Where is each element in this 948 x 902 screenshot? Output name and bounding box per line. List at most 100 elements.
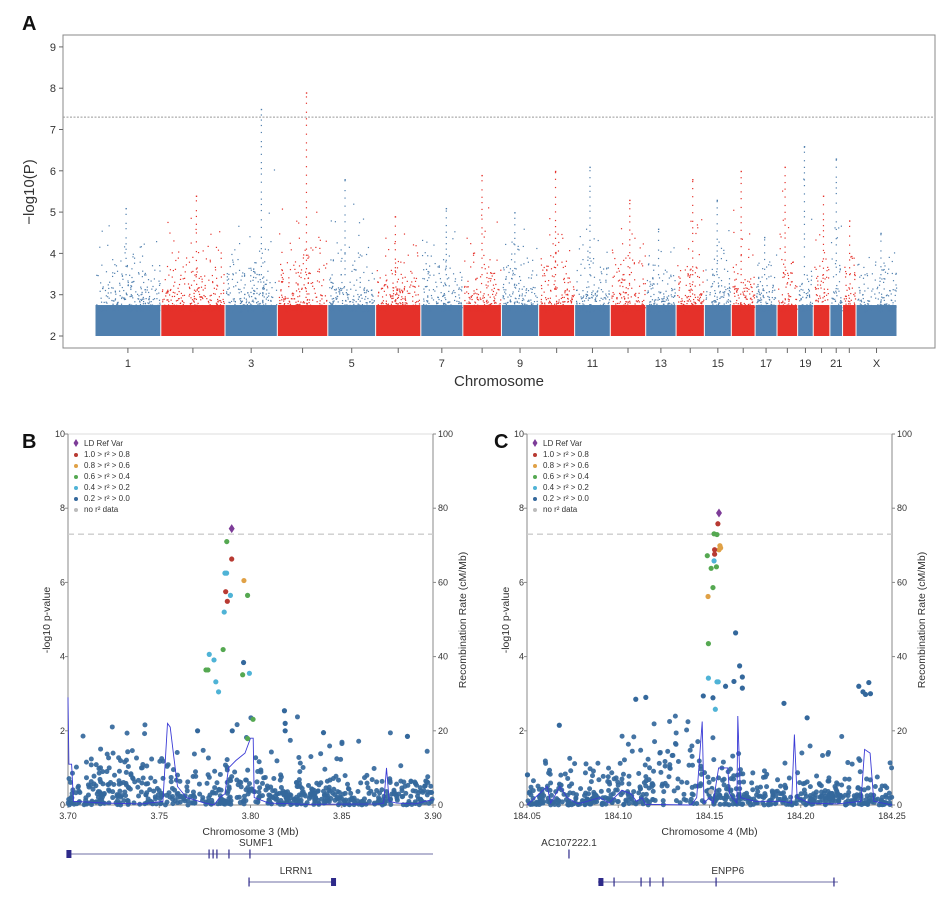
snp-point: [833, 292, 836, 294]
snp-point: [599, 279, 601, 281]
snp-point: [180, 308, 182, 310]
snp-point: [121, 780, 127, 786]
snp-point: [698, 300, 701, 302]
snp-point: [794, 285, 797, 287]
snp-point: [886, 303, 888, 305]
snp-point: [835, 192, 837, 195]
snp-point: [145, 781, 151, 787]
chromosome-7: [421, 207, 463, 336]
snp-point: [445, 224, 447, 227]
snp-point: [553, 283, 555, 286]
snp-point: [588, 297, 590, 299]
snp-point: [309, 272, 311, 275]
snp-point: [278, 296, 281, 299]
snp-point: [348, 790, 354, 796]
snp-point: [218, 787, 224, 793]
snp-point: [665, 299, 667, 301]
snp-point: [270, 300, 272, 302]
snp-point: [859, 300, 861, 302]
snp-point: [835, 244, 837, 246]
x-tick-label: 13: [655, 358, 667, 370]
snp-point: [685, 308, 687, 310]
snp-point: [395, 299, 397, 301]
snp-point: [663, 297, 665, 300]
snp-point: [159, 270, 161, 272]
exon: [216, 849, 218, 859]
chromosome-14: [676, 179, 705, 336]
snp-point: [354, 260, 356, 262]
snp-point: [192, 256, 194, 258]
snp-point: [289, 268, 292, 271]
snp-point: [173, 295, 176, 298]
snp-point: [342, 292, 344, 294]
snp-point: [444, 297, 446, 299]
chromosome-19: [798, 146, 814, 336]
snp-point: [839, 269, 841, 271]
snp-point: [556, 781, 562, 787]
snp-point: [305, 271, 307, 273]
legend-dot-icon: [74, 486, 78, 490]
snp-point: [532, 270, 534, 272]
snp-point: [615, 308, 617, 310]
snp-point: [431, 305, 433, 307]
snp-point: [231, 253, 233, 256]
snp-point: [627, 307, 629, 309]
snp-point: [791, 304, 793, 306]
snp-point: [788, 294, 790, 297]
snp-point: [224, 757, 230, 763]
snp-point: [320, 311, 322, 313]
snp-point: [425, 774, 431, 780]
snp-point: [394, 294, 397, 296]
snp-point: [241, 793, 247, 799]
snp-point: [815, 268, 817, 270]
snp-point: [664, 269, 666, 271]
snp-point: [443, 310, 445, 312]
snp-point: [150, 280, 152, 282]
snp-point: [464, 299, 466, 302]
snp-point: [672, 296, 675, 298]
snp-point: [128, 310, 130, 312]
snp-point: [524, 295, 526, 297]
snp-point: [729, 304, 731, 306]
snp-point: [554, 196, 557, 198]
snp-point: [561, 307, 564, 309]
snp-point: [135, 304, 137, 306]
snp-point: [725, 259, 728, 262]
snp-point: [120, 303, 123, 305]
snp-point: [121, 297, 123, 300]
snp-point: [727, 299, 729, 301]
snp-point: [674, 294, 676, 297]
snp-point: [867, 287, 869, 289]
snp-point: [248, 294, 250, 296]
snp-point: [156, 787, 162, 793]
snp-point: [404, 296, 406, 298]
snp-point: [724, 786, 730, 792]
snp-point: [387, 776, 393, 782]
snp-point: [389, 294, 391, 296]
snp-point: [566, 288, 568, 290]
snp-point: [406, 280, 408, 282]
snp-point: [180, 274, 182, 276]
chromosome-3: [225, 108, 278, 336]
snp-point: [426, 241, 428, 243]
snp-point: [625, 301, 627, 303]
snp-point: [634, 303, 636, 305]
snp-point: [385, 255, 387, 257]
snp-point: [798, 290, 801, 292]
snp-point: [822, 219, 825, 221]
snp-point: [511, 253, 513, 255]
x-tick-label: 3.80: [242, 811, 260, 821]
snp-point: [639, 260, 641, 262]
snp-point: [651, 284, 653, 286]
snp-point: [212, 281, 214, 283]
snp-point: [515, 268, 517, 270]
snp-point: [646, 306, 649, 308]
snp-point: [592, 309, 594, 312]
snp-point: [692, 220, 694, 222]
snp-point: [197, 251, 200, 254]
snp-point: [644, 283, 646, 285]
snp-point: [305, 118, 308, 120]
snp-point: [723, 249, 725, 251]
snp-point: [413, 308, 416, 310]
snp-point: [722, 291, 724, 293]
